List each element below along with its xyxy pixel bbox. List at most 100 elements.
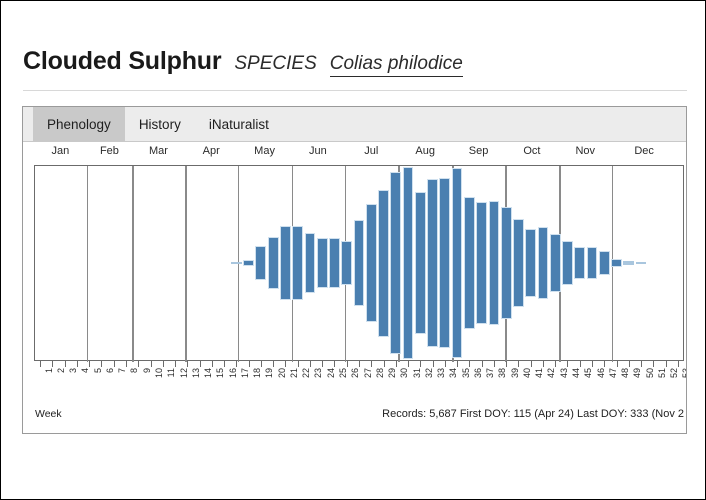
week-label-18: 18 bbox=[252, 368, 263, 379]
week-tick-23 bbox=[309, 361, 311, 367]
week-label-4: 4 bbox=[80, 368, 91, 374]
tab-bar: Phenology History iNaturalist bbox=[23, 107, 686, 142]
week-label-32: 32 bbox=[423, 368, 434, 379]
week-label-26: 26 bbox=[350, 368, 361, 379]
bar-week-36 bbox=[463, 197, 475, 329]
month-gridline bbox=[185, 166, 187, 362]
week-label-30: 30 bbox=[399, 368, 410, 379]
bar-week-31 bbox=[402, 166, 414, 360]
week-tick-17 bbox=[236, 361, 238, 367]
week-tick-10 bbox=[150, 361, 152, 367]
week-tick-22 bbox=[297, 361, 299, 367]
week-tick-46 bbox=[592, 361, 594, 367]
bar-week-17 bbox=[230, 261, 242, 265]
week-tick-51 bbox=[653, 361, 655, 367]
tab-history[interactable]: History bbox=[138, 116, 181, 132]
bar-series bbox=[34, 165, 684, 361]
bar-week-45 bbox=[574, 247, 586, 279]
week-label-41: 41 bbox=[534, 368, 545, 379]
week-label-5: 5 bbox=[92, 368, 103, 374]
tab-phenology[interactable]: Phenology bbox=[33, 107, 125, 141]
week-label-36: 36 bbox=[472, 368, 483, 379]
week-tick-13 bbox=[187, 361, 189, 367]
week-label-10: 10 bbox=[154, 368, 164, 379]
week-label-22: 22 bbox=[301, 368, 312, 379]
bar-week-39 bbox=[500, 207, 512, 319]
month-label-may: May bbox=[254, 145, 275, 157]
week-label-39: 39 bbox=[509, 368, 520, 379]
bar-week-33 bbox=[427, 178, 438, 348]
bar-week-37 bbox=[476, 202, 488, 324]
month-label-aug: Aug bbox=[415, 145, 436, 157]
week-tick-48 bbox=[616, 361, 618, 367]
week-tick-9 bbox=[138, 361, 140, 367]
week-label-38: 38 bbox=[497, 368, 508, 379]
bar-week-34 bbox=[439, 177, 451, 349]
week-label-28: 28 bbox=[374, 368, 385, 379]
bar-week-19 bbox=[255, 246, 267, 280]
week-tick-15 bbox=[211, 361, 213, 367]
week-label-52: 52 bbox=[669, 368, 680, 379]
week-tick-47 bbox=[604, 361, 606, 367]
week-tick-28 bbox=[371, 361, 373, 367]
week-label-31: 31 bbox=[411, 368, 422, 379]
week-label-7: 7 bbox=[117, 368, 128, 374]
bar-week-41 bbox=[525, 228, 537, 298]
week-label-50: 50 bbox=[644, 368, 655, 379]
chart-footer: Week Records: 5,687 First DOY: 115 (Apr … bbox=[35, 404, 684, 424]
week-tick-52 bbox=[665, 361, 667, 367]
bar-week-43 bbox=[549, 233, 561, 293]
week-label-25: 25 bbox=[337, 368, 348, 379]
taxon-rank-label: SPECIES bbox=[234, 53, 317, 74]
week-tick-38 bbox=[493, 361, 495, 367]
record-stats: Records: 5,687 First DOY: 115 (Apr 24) L… bbox=[382, 408, 684, 420]
plot-area bbox=[34, 165, 684, 362]
week-label-48: 48 bbox=[620, 368, 631, 379]
week-label-21: 21 bbox=[288, 368, 299, 379]
week-tick-6 bbox=[101, 361, 103, 367]
week-label-42: 42 bbox=[546, 368, 557, 379]
page-header: Clouded Sulphur SPECIES Colias philodice bbox=[23, 47, 687, 91]
week-label-9: 9 bbox=[141, 368, 152, 374]
week-label-15: 15 bbox=[215, 368, 226, 379]
week-tick-19 bbox=[260, 361, 262, 367]
week-label-43: 43 bbox=[558, 368, 569, 379]
month-label-jul: Jul bbox=[364, 145, 379, 157]
week-tick-53 bbox=[677, 361, 679, 367]
week-tick-49 bbox=[628, 361, 630, 367]
week-tick-12 bbox=[175, 361, 177, 367]
week-label-51: 51 bbox=[656, 368, 667, 379]
month-label-apr: Apr bbox=[202, 145, 220, 157]
week-label-47: 47 bbox=[607, 368, 618, 379]
bar-week-40 bbox=[513, 218, 524, 308]
week-label-19: 19 bbox=[264, 368, 275, 379]
week-label-37: 37 bbox=[485, 368, 496, 379]
week-label-11: 11 bbox=[166, 368, 177, 378]
month-label-oct: Oct bbox=[523, 145, 541, 157]
week-label-17: 17 bbox=[239, 368, 250, 379]
week-axis-ticks bbox=[34, 361, 684, 369]
week-tick-24 bbox=[322, 361, 324, 367]
week-tick-25 bbox=[334, 361, 336, 367]
bar-week-22 bbox=[292, 225, 304, 301]
week-tick-3 bbox=[64, 361, 66, 367]
week-label-33: 33 bbox=[436, 368, 447, 379]
week-tick-45 bbox=[579, 361, 581, 367]
week-axis-caption: Week bbox=[35, 408, 62, 420]
week-tick-11 bbox=[162, 361, 164, 367]
week-tick-21 bbox=[285, 361, 287, 367]
bar-week-29 bbox=[378, 189, 389, 337]
bar-week-49 bbox=[623, 261, 635, 265]
tab-inaturalist[interactable]: iNaturalist bbox=[208, 116, 269, 132]
week-tick-1 bbox=[40, 361, 42, 367]
week-label-45: 45 bbox=[583, 368, 594, 379]
week-label-29: 29 bbox=[387, 368, 398, 379]
week-label-14: 14 bbox=[203, 368, 214, 379]
bar-week-50 bbox=[635, 262, 647, 264]
bar-week-44 bbox=[562, 241, 573, 285]
month-label-mar: Mar bbox=[148, 145, 168, 157]
phenology-card: Phenology History iNaturalist Jan Feb Mar A… bbox=[22, 106, 687, 434]
week-tick-34 bbox=[444, 361, 446, 367]
